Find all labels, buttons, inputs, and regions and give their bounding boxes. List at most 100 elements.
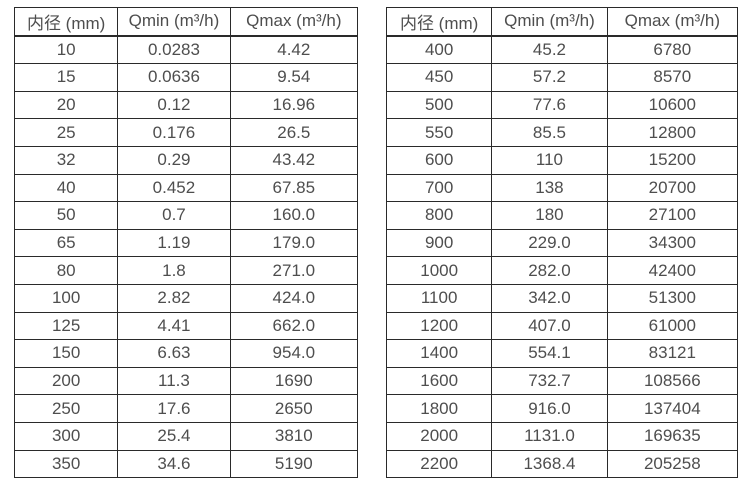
header-row: 内径 (mm) Qmin (m³/h) Qmax (m³/h) xyxy=(385,6,739,37)
table-row: 125 4.41 662.0 xyxy=(13,311,359,341)
table-cell: 50 xyxy=(13,201,119,230)
table-cell: 8570 xyxy=(606,63,739,92)
table-row: 100 2.82 424.0 xyxy=(13,283,359,313)
table-cell: 732.7 xyxy=(491,366,608,396)
table-cell: 10600 xyxy=(606,90,739,120)
table-cell: 17.6 xyxy=(117,394,231,423)
header-inner-diameter: 内径 (mm) xyxy=(13,6,119,37)
table-cell: 1000 xyxy=(385,256,493,285)
table-row: 2200 1368.4 205258 xyxy=(385,449,739,479)
table-cell: 1400 xyxy=(385,339,493,368)
table-row: 32 0.29 43.42 xyxy=(13,145,359,175)
table-cell: 1800 xyxy=(385,394,493,423)
table-row: 50 0.7 160.0 xyxy=(13,201,359,230)
table-cell: 180 xyxy=(491,201,608,230)
table-cell: 3810 xyxy=(229,421,359,451)
table-cell: 600 xyxy=(385,145,493,175)
table-cell: 282.0 xyxy=(491,256,608,285)
table-cell: 954.0 xyxy=(229,339,359,368)
table-cell: 16.96 xyxy=(229,90,359,120)
table-cell: 150 xyxy=(13,339,119,368)
table-cell: 662.0 xyxy=(229,311,359,341)
table-cell: 34.6 xyxy=(117,449,231,479)
table-cell: 20 xyxy=(13,90,119,120)
table-cell: 67.85 xyxy=(229,173,359,203)
table-cell: 15 xyxy=(13,63,119,92)
table-cell: 0.0636 xyxy=(117,63,231,92)
table-row: 800 180 27100 xyxy=(385,201,739,230)
table-cell: 1131.0 xyxy=(491,421,608,451)
table-row: 250 17.6 2650 xyxy=(13,394,359,423)
table-cell: 407.0 xyxy=(491,311,608,341)
table-cell: 300 xyxy=(13,421,119,451)
table-row: 400 45.2 6780 xyxy=(385,35,739,65)
table-cell: 800 xyxy=(385,201,493,230)
table-row: 1100 342.0 51300 xyxy=(385,283,739,313)
table-cell: 25 xyxy=(13,118,119,147)
table-cell: 108566 xyxy=(606,366,739,396)
table-cell: 15200 xyxy=(606,145,739,175)
table-cell: 0.29 xyxy=(117,145,231,175)
table-cell: 27100 xyxy=(606,201,739,230)
table-cell: 2.82 xyxy=(117,283,231,313)
table-row: 350 34.6 5190 xyxy=(13,449,359,479)
table-cell: 179.0 xyxy=(229,228,359,258)
table-cell: 11.3 xyxy=(117,366,231,396)
table-cell: 0.452 xyxy=(117,173,231,203)
table-cell: 250 xyxy=(13,394,119,423)
table-row: 500 77.6 10600 xyxy=(385,90,739,120)
table-cell: 1690 xyxy=(229,366,359,396)
table-cell: 110 xyxy=(491,145,608,175)
table-row: 25 0.176 26.5 xyxy=(13,118,359,147)
table-cell: 0.176 xyxy=(117,118,231,147)
table-row: 450 57.2 8570 xyxy=(385,63,739,92)
table-row: 1200 407.0 61000 xyxy=(385,311,739,341)
table-row: 150 6.63 954.0 xyxy=(13,339,359,368)
table-cell: 1368.4 xyxy=(491,449,608,479)
header-qmin: Qmin (m³/h) xyxy=(117,6,231,37)
table-cell: 2200 xyxy=(385,449,493,479)
table-cell: 900 xyxy=(385,228,493,258)
table-cell: 6780 xyxy=(606,35,739,65)
table-cell: 342.0 xyxy=(491,283,608,313)
header-inner-diameter: 内径 (mm) xyxy=(385,6,493,37)
table-cell: 0.0283 xyxy=(117,35,231,65)
table-cell: 65 xyxy=(13,228,119,258)
table-cell: 450 xyxy=(385,63,493,92)
table-cell: 916.0 xyxy=(491,394,608,423)
table-cell: 271.0 xyxy=(229,256,359,285)
table-cell: 1200 xyxy=(385,311,493,341)
table-cell: 10 xyxy=(13,35,119,65)
table-row: 700 138 20700 xyxy=(385,173,739,203)
header-qmax: Qmax (m³/h) xyxy=(229,6,359,37)
table-cell: 160.0 xyxy=(229,201,359,230)
table-cell: 1600 xyxy=(385,366,493,396)
table-row: 1000 282.0 42400 xyxy=(385,256,739,285)
table-cell: 20700 xyxy=(606,173,739,203)
table-cell: 500 xyxy=(385,90,493,120)
header-qmax: Qmax (m³/h) xyxy=(606,6,739,37)
table-cell: 32 xyxy=(13,145,119,175)
table-cell: 200 xyxy=(13,366,119,396)
table-row: 2000 1131.0 169635 xyxy=(385,421,739,451)
table-row: 20 0.12 16.96 xyxy=(13,90,359,120)
table-row: 200 11.3 1690 xyxy=(13,366,359,396)
table-cell: 51300 xyxy=(606,283,739,313)
table-cell: 0.7 xyxy=(117,201,231,230)
table-cell: 205258 xyxy=(606,449,739,479)
table-cell: 26.5 xyxy=(229,118,359,147)
flow-table-large-diameters: 内径 (mm) Qmin (m³/h) Qmax (m³/h) 400 45.2 6… xyxy=(385,6,739,479)
table-body: 400 45.2 6780 450 57.2 8570 500 77.6 10600 550 85.… xyxy=(385,35,739,479)
table-row: 550 85.5 12800 xyxy=(385,118,739,147)
table-cell: 1.8 xyxy=(117,256,231,285)
table-cell: 4.42 xyxy=(229,35,359,65)
table-cell: 137404 xyxy=(606,394,739,423)
table-cell: 85.5 xyxy=(491,118,608,147)
header-qmin: Qmin (m³/h) xyxy=(491,6,608,37)
table-cell: 1.19 xyxy=(117,228,231,258)
table-cell: 43.42 xyxy=(229,145,359,175)
flow-table-small-diameters: 内径 (mm) Qmin (m³/h) Qmax (m³/h) 10 0.0283… xyxy=(13,6,359,479)
table-cell: 4.41 xyxy=(117,311,231,341)
table-cell: 9.54 xyxy=(229,63,359,92)
